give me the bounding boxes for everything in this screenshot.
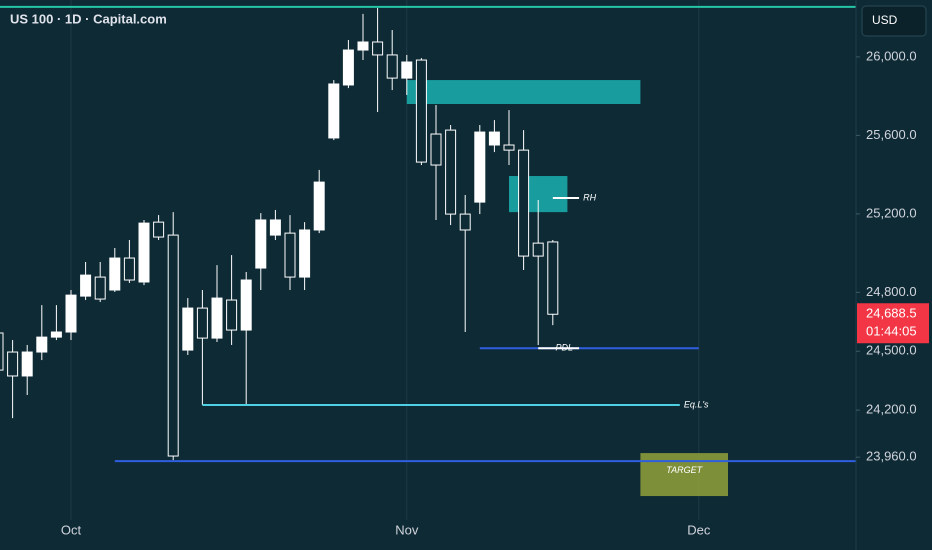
candle-body [36, 336, 48, 353]
candle-body [255, 219, 267, 269]
countdown-label: 01:44:05 [866, 324, 917, 339]
y-tick-label: 26,000.0 [866, 48, 917, 63]
candle-body [430, 133, 442, 166]
candle-body [167, 234, 179, 457]
candle-body [503, 144, 515, 151]
candle-body [459, 213, 471, 231]
axes: 26,000.0 25,600.0 25,200.0 24,800.0 24,500.0… [61, 48, 929, 537]
candle-body [153, 221, 165, 238]
y-tick-label: 25,200.0 [866, 205, 917, 220]
candle-body [80, 274, 92, 297]
zone-label: TARGET [666, 465, 703, 475]
candle-body [342, 49, 354, 86]
candle-body [401, 61, 413, 79]
zone [406, 80, 641, 104]
candle-body [372, 41, 384, 56]
y-tick-label: 24,500.0 [866, 343, 917, 358]
currency-label[interactable]: USD [872, 13, 898, 27]
last-price-label: 24,688.5 [866, 306, 917, 321]
level-label: RH [583, 192, 596, 202]
candle-body [138, 222, 150, 283]
candle-body [211, 297, 223, 339]
candle-body [109, 257, 121, 291]
level-label: Eq.L's [684, 399, 709, 409]
candle-body [547, 241, 559, 315]
candle-body [50, 331, 62, 338]
chart-title: US 100 · 1D · Capital.com [10, 11, 167, 26]
candle-body [0, 332, 4, 371]
x-tick-label: Nov [395, 522, 419, 537]
candle-body [196, 307, 208, 339]
candle-body [65, 294, 77, 333]
candle-body [226, 299, 238, 331]
candle-body [94, 276, 106, 300]
y-tick-label: 23,960.0 [866, 449, 917, 464]
candle-body [269, 219, 281, 236]
x-tick-label: Dec [687, 522, 711, 537]
candle-body [518, 149, 530, 257]
candle-body [474, 131, 486, 203]
candle-body [123, 257, 135, 281]
y-tick-label: 24,800.0 [866, 284, 917, 299]
x-tick-label: Oct [61, 522, 82, 537]
candle-body [488, 131, 500, 146]
candle-body [415, 59, 427, 163]
candle-body [284, 232, 296, 278]
candle-body [313, 181, 325, 231]
last-price-box [857, 303, 929, 344]
y-tick-label: 24,200.0 [866, 402, 917, 417]
candle-body [386, 54, 398, 79]
candle-body [357, 41, 369, 51]
candle-body [532, 242, 544, 257]
candle-body [299, 229, 311, 278]
candle-body [7, 351, 19, 377]
currency-button[interactable] [861, 5, 927, 37]
candle-body [328, 83, 340, 139]
y-tick-label: 25,600.0 [866, 127, 917, 142]
candle-body [445, 129, 457, 215]
candle-body [182, 307, 194, 351]
candle-body [240, 279, 252, 331]
candle-body [21, 351, 33, 377]
